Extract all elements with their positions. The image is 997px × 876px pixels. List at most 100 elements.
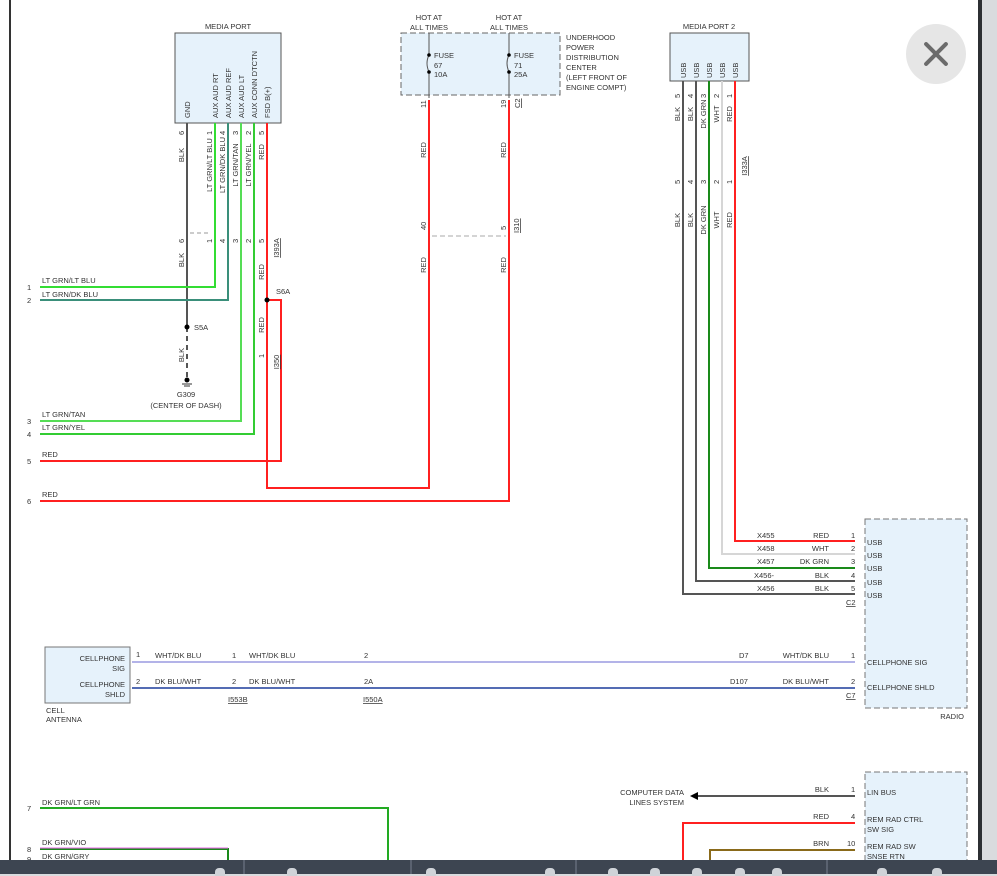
pin-number: 2	[244, 131, 253, 135]
pin-number: 1	[257, 354, 266, 358]
diagram-label: D7	[739, 651, 749, 660]
pin-number: 1	[205, 239, 214, 243]
diagram-label: REM RAD SW	[867, 842, 917, 851]
diagram-label: RED	[725, 212, 734, 228]
diagram-label: BRN	[813, 839, 829, 848]
wire-label: LT GRN/DK BLU	[218, 137, 227, 193]
share-icon[interactable]	[772, 868, 782, 876]
download-icon[interactable]	[877, 868, 887, 876]
pin-name: AUX AUD RT	[211, 73, 220, 118]
diagram-label: 40	[419, 222, 428, 230]
media-port-box	[174, 32, 282, 124]
diagram-label: DK GRN/LT GRN	[42, 798, 100, 807]
diagram-mark	[40, 123, 255, 435]
diagram-label: WHT/DK BLU	[783, 651, 829, 660]
splice-s5a	[184, 324, 190, 330]
diagram-mark	[40, 100, 510, 502]
cell-antenna-box	[44, 646, 131, 704]
diagram-label: ENGINE COMPT)	[566, 83, 627, 92]
diagram-label: USB	[718, 63, 727, 78]
radio-box	[864, 518, 968, 709]
page-border	[9, 0, 11, 874]
diagram-label: 10A	[434, 70, 447, 79]
diagram-label: ANTENNA	[46, 715, 82, 724]
diagram-label: DK BLU/WHT	[249, 677, 296, 686]
diagram-label: D107	[730, 677, 748, 686]
diagram-label: C7	[846, 691, 856, 700]
zoom-out-icon[interactable]	[692, 868, 702, 876]
diagram-label: DK GRN	[800, 557, 829, 566]
diagram-label: 2	[712, 94, 721, 98]
diagram-label: RED	[419, 257, 428, 273]
connector-label: I350	[272, 355, 281, 370]
diagram-label: C2	[513, 98, 522, 108]
diagram-label: BLK	[686, 213, 695, 227]
diagram-label: SNSE RTN	[867, 852, 905, 861]
media-port-pin-names: GND AUX AUD RT AUX AUD REF AUX AUD LT AU…	[183, 51, 272, 118]
diagram-label: SHLD	[105, 690, 126, 699]
diagram-label: DK BLU/WHT	[783, 677, 830, 686]
wire-label: BLK	[177, 348, 186, 362]
close-button[interactable]	[906, 24, 966, 84]
print-icon[interactable]	[932, 868, 942, 876]
ground-icon	[182, 377, 192, 387]
diagram-label: X455	[757, 531, 775, 540]
diagram-mark	[184, 377, 190, 383]
diagram-label: 3	[851, 557, 855, 566]
hot-label: ALL TIMES	[490, 23, 528, 32]
radio-lower-box	[864, 771, 968, 873]
diagram-label: RED	[419, 142, 428, 158]
zoom-icon[interactable]	[215, 868, 225, 876]
pin-name: AUX AUD REF	[224, 68, 233, 118]
diagram-label: 2	[27, 296, 31, 305]
wire-label: LT GRN/LT BLU	[205, 138, 214, 192]
pin-number: 3	[231, 239, 240, 243]
media-port2-title: MEDIA PORT 2	[683, 22, 735, 31]
diagram-label: 4	[686, 180, 695, 184]
diagram-label: 5	[673, 180, 682, 184]
page-icon[interactable]	[608, 868, 618, 876]
diagram-label: LT GRN/DK BLU	[42, 290, 98, 299]
diagram-label: DK BLU/WHT	[155, 677, 202, 686]
diagram-label: RED	[499, 142, 508, 158]
diagram-label: CELLPHONE	[80, 680, 125, 689]
diagram-label: USB	[867, 591, 882, 600]
diagram-label: FUSE	[434, 51, 454, 60]
diagram-label: 10	[847, 839, 855, 848]
diagram-label: POWER	[566, 43, 595, 52]
rotate-icon[interactable]	[545, 868, 555, 876]
fit-icon[interactable]	[735, 868, 745, 876]
diagram-label: C2	[846, 598, 856, 607]
zoom-in-icon[interactable]	[650, 868, 660, 876]
diagram-label: UNDERHOOD	[566, 33, 616, 42]
wire-label: BLK	[177, 148, 186, 162]
diagram-label: RED	[813, 812, 829, 821]
diagram-mark	[695, 81, 855, 582]
diagram-label: LT GRN/LT BLU	[42, 276, 96, 285]
diagram-label: RED	[42, 450, 58, 459]
diagram-mark	[40, 123, 216, 288]
diagram-label: 2	[364, 651, 368, 660]
diagram-mark	[40, 123, 229, 301]
diagram-label: RED	[42, 490, 58, 499]
diagram-label: 2A	[364, 677, 373, 686]
diagram-label: 4	[27, 430, 31, 439]
media-port-pin-numbers: 6 1 4 3 2 5 6 1 4 3 2 5	[177, 131, 266, 243]
diagram-label: USB	[731, 63, 740, 78]
toolbar-separator	[826, 860, 828, 874]
pin-number: 4	[218, 239, 227, 243]
splice-s6a	[264, 297, 270, 303]
pause-icon[interactable]	[426, 868, 436, 876]
pin-name: AUX CONN DTCTN	[250, 51, 259, 118]
diagram-label: WHT	[712, 211, 721, 228]
diagram-label: 67	[434, 61, 442, 70]
diagram-label: DK GRN/GRY	[42, 852, 89, 861]
diagram-label: 3	[699, 94, 708, 98]
diagram-label: 4	[851, 812, 855, 821]
search-icon[interactable]	[287, 868, 297, 876]
radio-label: RADIO	[940, 712, 964, 721]
pin-number: 2	[244, 239, 253, 243]
